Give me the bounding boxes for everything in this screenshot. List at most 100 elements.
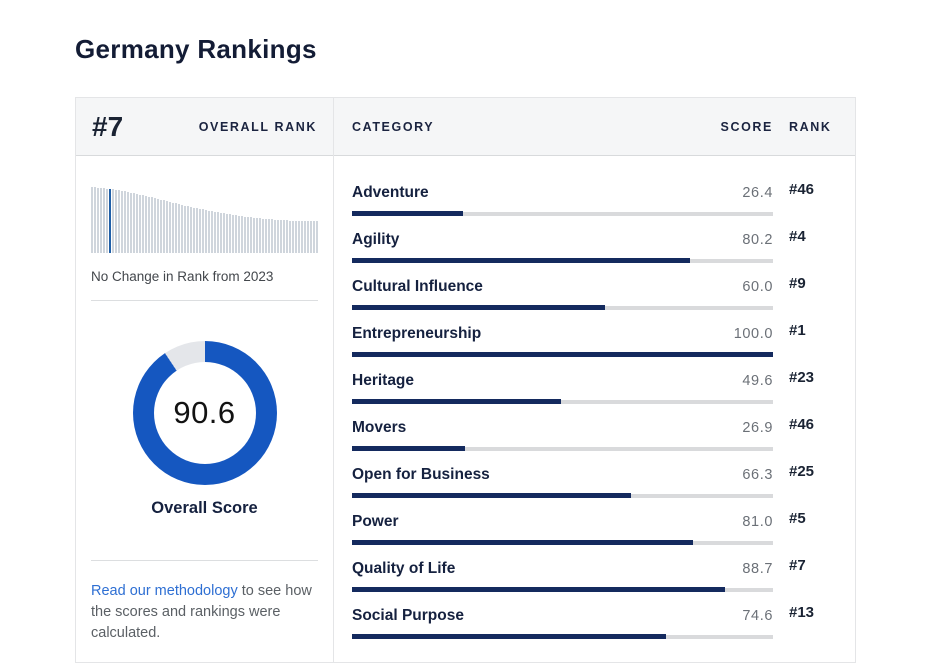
table-row: Adventure 26.4 #46: [352, 181, 855, 216]
spark-bar: [136, 194, 138, 253]
spark-bar: [313, 221, 315, 253]
category-label: Adventure: [352, 184, 429, 201]
spark-bar: [199, 209, 201, 253]
spark-bar: [292, 221, 294, 253]
spark-bar: [163, 200, 165, 253]
spark-bar: [97, 188, 99, 253]
category-bar-track: [352, 211, 773, 216]
category-bar-track: [352, 587, 773, 592]
divider: [91, 560, 318, 561]
table-row: Agility 80.2 #4: [352, 228, 855, 263]
category-bar-track: [352, 446, 773, 451]
spark-bar: [298, 221, 300, 253]
table-row: Cultural Influence 60.0 #9: [352, 275, 855, 310]
spark-bar: [277, 220, 279, 253]
spark-bar: [151, 197, 153, 253]
overall-rank-value: #7: [92, 110, 124, 142]
spark-bar: [235, 215, 237, 253]
category-score: 81.0: [742, 514, 773, 530]
category-score: 26.9: [742, 420, 773, 436]
category-label: Agility: [352, 231, 400, 248]
category-bar-fill: [352, 446, 466, 451]
table-row: Entrepreneurship 100.0 #1: [352, 322, 855, 357]
spark-bar: [103, 188, 105, 253]
spark-bar: [154, 198, 156, 253]
column-header-category: CATEGORY: [352, 119, 435, 134]
spark-bar: [265, 219, 267, 253]
spark-bar: [238, 216, 240, 253]
overall-panel-header: #7 OVERALL RANK: [76, 98, 333, 156]
spark-bar: [301, 221, 303, 253]
spark-bar: [121, 191, 123, 253]
category-bar-fill: [352, 352, 773, 357]
category-bar-fill: [352, 634, 667, 639]
spark-bar: [118, 190, 120, 253]
table-row: Open for Business 66.3 #25: [352, 463, 855, 498]
divider: [91, 300, 318, 301]
column-header-rank: RANK: [789, 119, 832, 134]
category-score: 66.3: [742, 467, 773, 483]
spark-bar: [271, 219, 273, 253]
category-label: Heritage: [352, 372, 415, 389]
category-score: 80.2: [742, 232, 773, 248]
spark-bar: [307, 221, 309, 253]
category-rank: #46: [789, 416, 815, 433]
spark-bar: [193, 208, 195, 253]
spark-bar: [283, 220, 285, 253]
spark-bar: [139, 195, 141, 253]
spark-bar: [241, 216, 243, 253]
category-rank: #13: [789, 604, 815, 621]
methodology-text: Read our methodology to see how the scor…: [91, 581, 318, 644]
spark-bar: [232, 215, 234, 253]
category-rank: #5: [789, 510, 806, 527]
category-bar-fill: [352, 540, 693, 545]
spark-bar: [268, 219, 270, 253]
spark-bar: [289, 221, 291, 253]
category-table-body: Adventure 26.4 #46 Agility 80.2 #4 Cultu…: [334, 156, 855, 654]
spark-bar: [145, 196, 147, 253]
category-rank: #46: [789, 181, 815, 198]
spark-bar: [106, 189, 108, 253]
methodology-rest: to see how the scores and rankings were …: [91, 583, 312, 641]
category-bar-fill: [352, 211, 464, 216]
category-bar-track: [352, 493, 773, 498]
rank-sparkline: [91, 178, 318, 253]
spark-bar: [247, 217, 249, 253]
spark-bar: [94, 187, 96, 253]
category-bar-track: [352, 352, 773, 357]
spark-bar: [250, 217, 252, 253]
category-label: Open for Business: [352, 466, 490, 483]
overall-score-value: 90.6: [173, 395, 236, 430]
spark-bar: [205, 210, 207, 253]
category-score: 74.6: [742, 608, 773, 624]
page-title: Germany Rankings: [75, 34, 317, 64]
methodology-link[interactable]: Read our methodology: [91, 583, 238, 599]
category-rank: #4: [789, 228, 806, 245]
category-score: 49.6: [742, 373, 773, 389]
spark-bar: [172, 203, 174, 253]
table-row: Movers 26.9 #46: [352, 416, 855, 451]
category-bar-fill: [352, 493, 632, 498]
category-rank: #1: [789, 322, 806, 339]
category-bar-track: [352, 258, 773, 263]
spark-bar: [286, 220, 288, 253]
category-rank: #25: [789, 463, 815, 480]
category-score: 60.0: [742, 279, 773, 295]
category-bar-track: [352, 399, 773, 404]
spark-bar: [229, 214, 231, 253]
spark-bar: [127, 192, 129, 253]
overall-score-donut: 90.6: [132, 341, 277, 485]
spark-bar: [316, 221, 318, 253]
spark-bar: [100, 188, 102, 253]
category-label: Social Purpose: [352, 607, 464, 624]
category-score: 88.7: [742, 561, 773, 577]
category-label: Power: [352, 513, 399, 530]
table-row: Quality of Life 88.7 #7: [352, 557, 855, 592]
spark-bar: [295, 221, 297, 253]
spark-bar: [259, 218, 261, 253]
category-score: 100.0: [733, 326, 773, 342]
rank-change-note: No Change in Rank from 2023: [91, 269, 274, 284]
spark-bar: [304, 221, 306, 253]
spark-bar: [130, 193, 132, 253]
spark-bar: [91, 187, 93, 253]
